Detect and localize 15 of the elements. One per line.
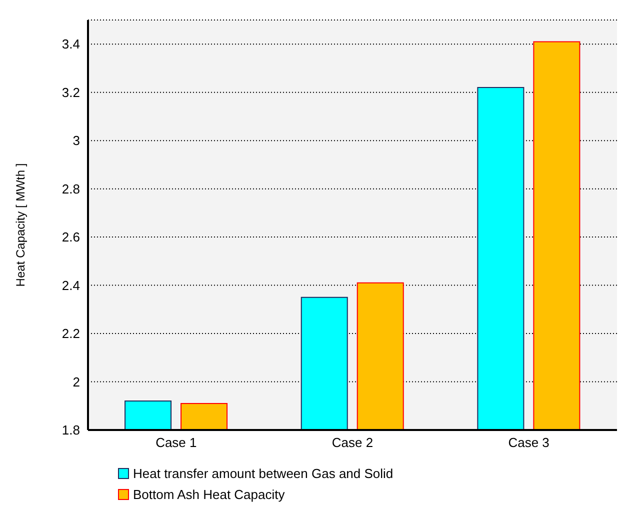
x-tick-label: Case 1 [156,435,197,450]
x-tick-label: Case 2 [332,435,374,450]
y-axis-title: Heat Capacity [ MWth ] [13,163,28,287]
y-tick-label: 3.2 [62,84,80,100]
y-tick-label: 2.6 [62,230,80,245]
y-tick-label: 2.4 [62,278,80,293]
y-tick-label: 2 [72,374,80,390]
legend-label: Heat transfer amount between Gas and Solid [133,466,394,481]
y-tick-label: 3 [72,133,80,148]
y-tick-label: 1.8 [62,422,80,438]
y-tick-label: 3.4 [62,36,80,52]
y-tick-label: 2.2 [62,326,80,342]
legend-label: Bottom Ash Heat Capacity [133,487,285,502]
x-tick-label: Case 3 [508,435,550,450]
y-tick-label: 2.8 [62,181,80,196]
